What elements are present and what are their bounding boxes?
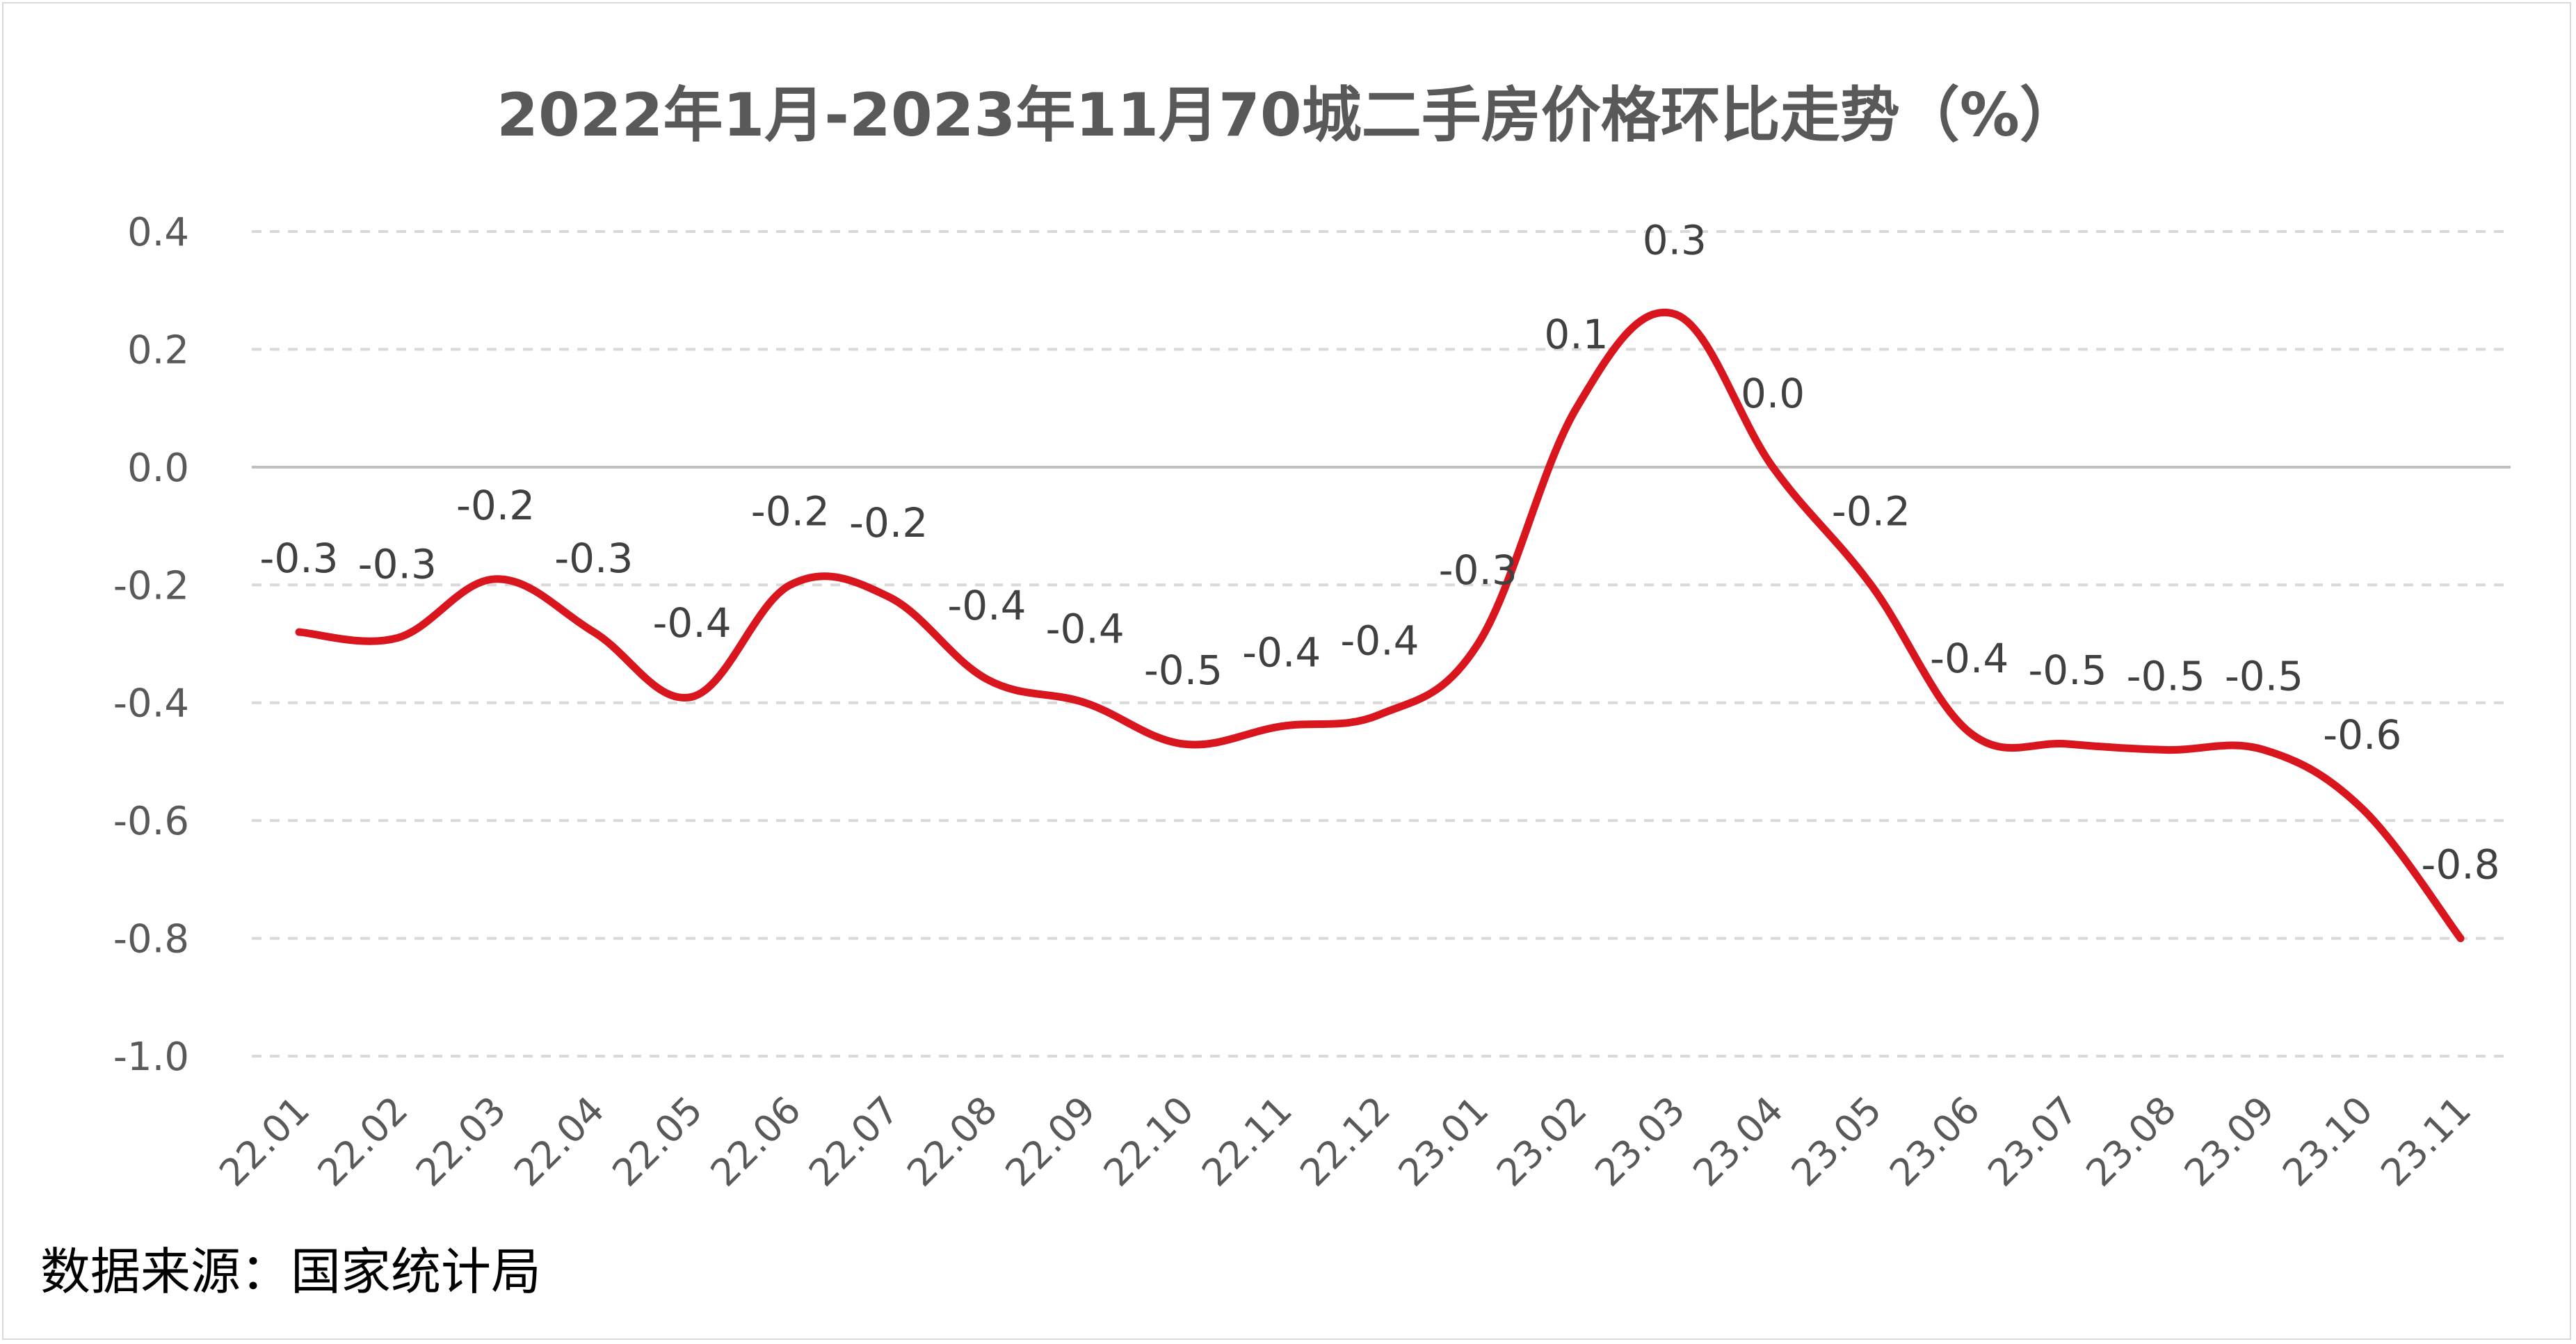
x-tick-label: 22.11: [1193, 1088, 1301, 1195]
y-tick-label: -1.0: [113, 1035, 189, 1080]
data-point: [1081, 699, 1089, 707]
data-label: -0.4: [947, 582, 1026, 629]
data-point: [885, 592, 893, 601]
series-line: [295, 309, 2465, 943]
x-tick-label: 23.06: [1881, 1088, 1988, 1195]
data-point: [1769, 463, 1777, 471]
data-point: [2063, 740, 2072, 748]
data-point: [786, 581, 794, 589]
x-tick-label: 22.12: [1291, 1088, 1399, 1195]
data-point: [1278, 722, 1286, 731]
data-point: [1965, 728, 1974, 736]
chart-title: 2022年1月-2023年11月70城二手房价格环比走势（%）: [497, 81, 2079, 150]
data-point: [983, 675, 991, 683]
x-axis-ticks: 22.0122.0222.0322.0422.0522.0622.0722.08…: [211, 1088, 2479, 1195]
x-tick-label: 23.09: [2176, 1088, 2283, 1195]
x-tick-label: 23.10: [2274, 1088, 2381, 1195]
y-tick-label: -0.2: [113, 563, 189, 608]
y-tick-label: -0.8: [113, 917, 189, 962]
data-point: [1474, 640, 1482, 648]
data-point: [1572, 404, 1581, 412]
data-label: -0.3: [259, 535, 338, 582]
data-label: -0.2: [751, 487, 830, 535]
data-label: 0.1: [1544, 311, 1608, 358]
x-tick-label: 22.01: [211, 1088, 318, 1195]
data-point: [2162, 745, 2170, 754]
data-point: [1867, 581, 1875, 589]
y-tick-label: -0.4: [113, 681, 189, 727]
data-label: -0.4: [653, 599, 732, 647]
data-label: -0.2: [456, 482, 535, 529]
data-point: [2358, 804, 2367, 813]
data-label: -0.8: [2421, 841, 2499, 889]
data-point: [1671, 310, 1679, 318]
data-point: [2456, 934, 2465, 943]
x-tick-label: 22.05: [604, 1088, 711, 1195]
data-label: -0.5: [2225, 652, 2303, 699]
data-label: -0.4: [1242, 629, 1321, 677]
data-label: -0.3: [1439, 546, 1518, 594]
x-tick-label: 23.02: [1488, 1088, 1595, 1195]
y-tick-label: 0.0: [127, 446, 189, 491]
data-label: -0.5: [1144, 647, 1223, 694]
gridlines: [252, 230, 2511, 1058]
data-point: [295, 628, 303, 636]
data-label: -0.4: [1046, 606, 1125, 653]
data-label: -0.5: [2127, 652, 2205, 699]
x-tick-label: 22.09: [997, 1088, 1104, 1195]
y-tick-label: 0.2: [127, 327, 189, 373]
x-tick-label: 23.11: [2372, 1088, 2479, 1195]
y-axis-ticks: 0.4 0.2 0.0 -0.2 -0.4 -0.6 -0.8 -1.0: [113, 210, 189, 1080]
x-tick-label: 22.08: [899, 1088, 1006, 1195]
x-tick-label: 23.07: [1979, 1088, 2086, 1195]
data-point: [688, 693, 696, 701]
data-point: [1179, 740, 1187, 748]
x-tick-label: 22.10: [1095, 1088, 1202, 1195]
y-tick-label: -0.6: [113, 799, 189, 844]
source-note: 数据来源：国家统计局: [40, 1242, 542, 1301]
x-tick-label: 22.07: [800, 1088, 908, 1195]
series-line-group: [295, 309, 2465, 943]
data-label: -0.4: [1340, 617, 1419, 665]
x-tick-label: 22.02: [309, 1088, 417, 1195]
data-label: -0.3: [554, 535, 633, 582]
y-tick-label: 0.4: [127, 210, 189, 255]
x-tick-label: 23.04: [1684, 1088, 1792, 1195]
data-labels: -0.3 -0.3 -0.2 -0.3 -0.4 -0.2 -0.2 -0.4 -0.4 -0.5…: [259, 217, 2499, 889]
data-point: [1376, 711, 1384, 719]
data-label: -0.5: [2028, 647, 2107, 694]
data-label: -0.2: [849, 499, 928, 546]
data-label: -0.4: [1930, 635, 2009, 682]
x-tick-label: 22.06: [702, 1088, 810, 1195]
data-point: [393, 634, 401, 642]
data-label: -0.2: [1832, 487, 1910, 535]
data-label: 0.3: [1643, 217, 1707, 264]
x-tick-label: 23.01: [1390, 1088, 1497, 1195]
data-point: [2260, 745, 2268, 754]
x-tick-label: 23.08: [2078, 1088, 2185, 1195]
data-point: [492, 575, 500, 583]
x-tick-label: 23.03: [1586, 1088, 1693, 1195]
data-point: [590, 628, 598, 636]
data-label: 0.0: [1741, 370, 1805, 417]
x-tick-label: 22.03: [408, 1088, 515, 1195]
data-label: -0.3: [358, 541, 437, 588]
data-label: -0.6: [2323, 711, 2401, 759]
x-tick-label: 22.04: [506, 1088, 613, 1195]
x-tick-label: 23.05: [1783, 1088, 1890, 1195]
